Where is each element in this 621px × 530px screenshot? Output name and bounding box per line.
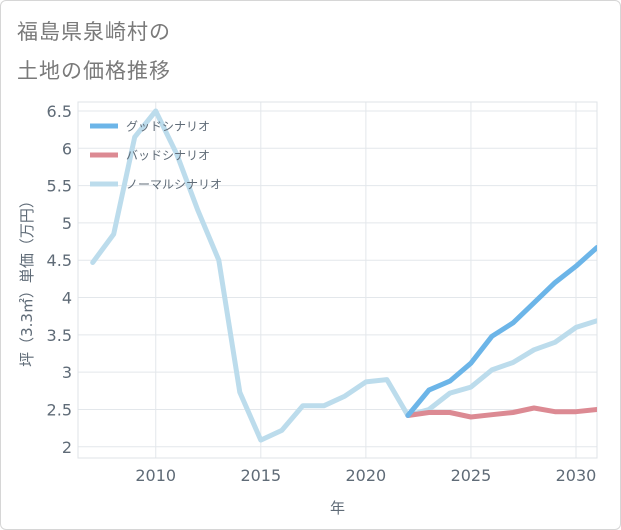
series-line-1 [405,405,597,420]
y-tick-label: 2.5 [47,400,72,419]
y-tick-label: 5.5 [47,177,72,196]
y-axis-label: 坪（3.3㎡）単価（万円） [18,193,36,367]
y-tick-label: 4 [62,289,72,308]
x-tick-labels: 2010 2015 2020 2025 2030 [135,466,596,485]
x-axis-label: 年 [330,499,345,517]
y-tick-label: 6.5 [47,102,72,121]
grid-lines [78,102,597,458]
legend-label-0: グッドシナリオ [126,120,210,134]
series-line-0 [405,245,597,418]
x-tick-label: 2025 [451,466,492,485]
chart-title-line2: 土地の価格推移 [17,59,171,83]
y-tick-label: 3.5 [47,326,72,345]
plot-area [77,101,598,459]
series-lines [90,108,597,443]
chart-title-line1: 福島県泉崎村の [17,20,171,44]
y-tick-label: 6 [62,139,72,158]
x-tick-label: 2020 [346,466,387,485]
legend-label-2: ノーマルシナリオ [126,178,222,192]
y-tick-label: 5 [62,214,72,233]
x-tick-label: 2010 [135,466,176,485]
legend-label-1: バッドシナリオ [126,149,210,163]
y-tick-label: 3 [62,363,72,382]
y-tick-labels: 2 2.5 3 3.5 4 4.5 5 5.5 6 6.5 [47,102,72,457]
y-tick-label: 2 [62,438,72,457]
y-tick-label: 4.5 [47,251,72,270]
series-line-2 [90,108,597,443]
x-tick-label: 2030 [556,466,597,485]
x-tick-label: 2015 [240,466,281,485]
